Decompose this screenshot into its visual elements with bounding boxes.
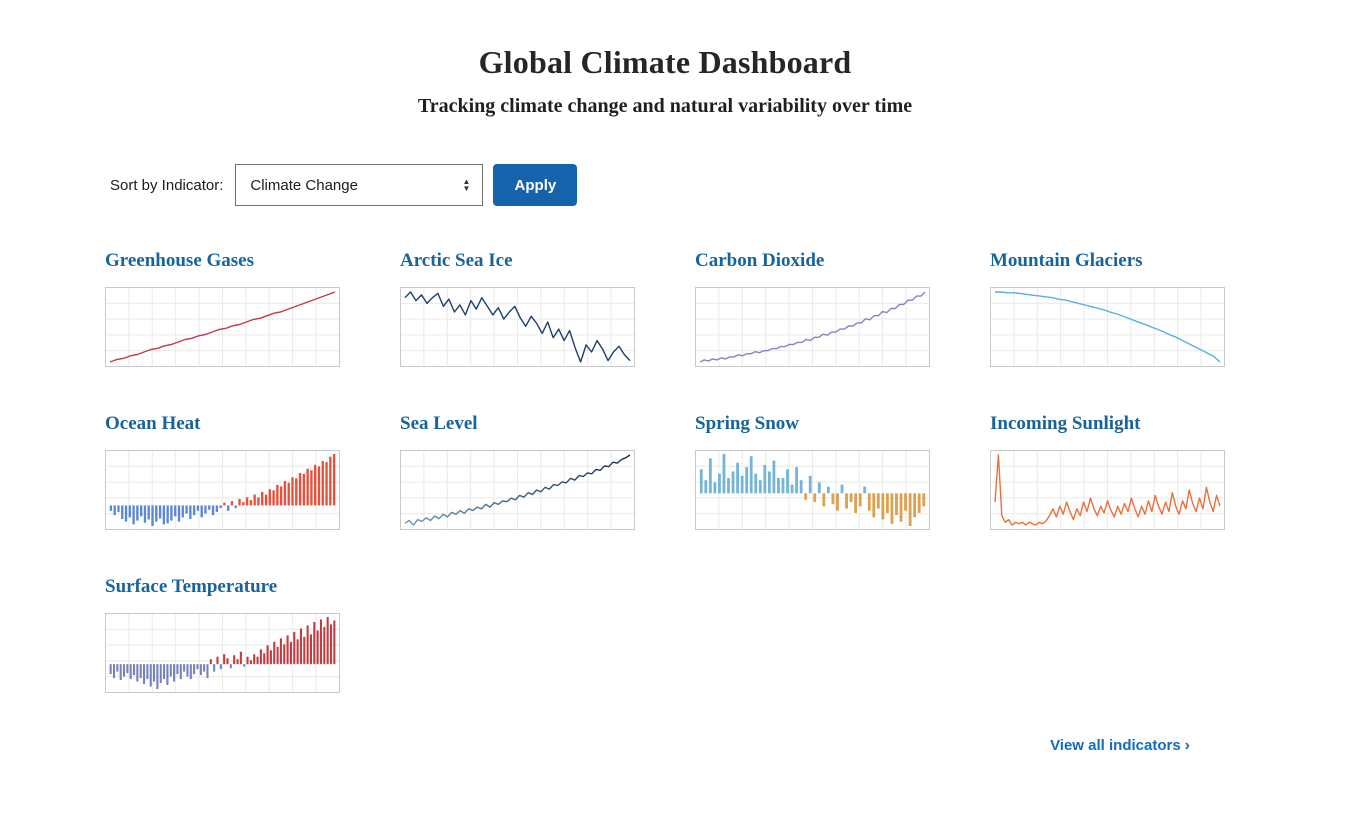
sort-controls: Sort by Indicator: Climate Change ▲ ▼ App… — [105, 164, 1225, 206]
indicator-title[interactable]: Arctic Sea Ice — [400, 250, 513, 271]
indicator-sparkline[interactable] — [400, 450, 635, 530]
indicator-card: Greenhouse Gases — [105, 250, 340, 367]
indicator-sparkline[interactable] — [400, 287, 635, 367]
dashboard-container: Global Climate Dashboard Tracking climat… — [105, 44, 1225, 755]
indicator-sparkline[interactable] — [695, 287, 930, 367]
indicator-card: Sea Level — [400, 413, 635, 530]
indicator-sparkline[interactable] — [990, 287, 1225, 367]
indicator-card: Surface Temperature — [105, 576, 340, 693]
sort-by-label: Sort by Indicator: — [110, 176, 224, 194]
indicator-title[interactable]: Surface Temperature — [105, 576, 278, 597]
indicator-sparkline[interactable] — [105, 287, 340, 367]
apply-button[interactable]: Apply — [493, 164, 578, 206]
indicator-sparkline[interactable] — [105, 450, 340, 530]
page-subtitle: Tracking climate change and natural vari… — [417, 95, 913, 117]
indicator-title[interactable]: Mountain Glaciers — [990, 250, 1143, 271]
footer-row: View all indicators › — [105, 737, 1225, 755]
indicator-sparkline[interactable] — [695, 450, 930, 530]
indicator-card: Incoming Sunlight — [990, 413, 1225, 530]
indicator-select[interactable]: Climate Change ▲ ▼ — [235, 164, 484, 206]
indicator-select-value: Climate Change — [250, 176, 358, 194]
chevron-right-icon: › — [1184, 737, 1190, 754]
indicator-card: Ocean Heat — [105, 413, 340, 530]
indicator-card: Arctic Sea Ice — [400, 250, 635, 367]
indicator-card: Carbon Dioxide — [695, 250, 930, 367]
indicator-title[interactable]: Sea Level — [400, 413, 478, 434]
indicator-title[interactable]: Spring Snow — [695, 413, 800, 434]
indicator-title[interactable]: Greenhouse Gases — [105, 250, 255, 271]
indicator-title[interactable]: Carbon Dioxide — [695, 250, 825, 271]
view-all-label: View all indicators — [1050, 737, 1181, 754]
indicator-title[interactable]: Incoming Sunlight — [990, 413, 1141, 434]
select-updown-icon: ▲ ▼ — [462, 177, 471, 193]
indicator-card: Mountain Glaciers — [990, 250, 1225, 367]
indicator-sparkline[interactable] — [105, 613, 340, 693]
indicator-grid: Greenhouse Gases Arctic Sea Ice Carbon Dio… — [105, 250, 1225, 693]
view-all-indicators-link[interactable]: View all indicators › — [1050, 737, 1190, 754]
indicator-sparkline[interactable] — [990, 450, 1225, 530]
indicator-title[interactable]: Ocean Heat — [105, 413, 201, 434]
page-title: Global Climate Dashboard — [478, 44, 852, 80]
indicator-card: Spring Snow — [695, 413, 930, 530]
